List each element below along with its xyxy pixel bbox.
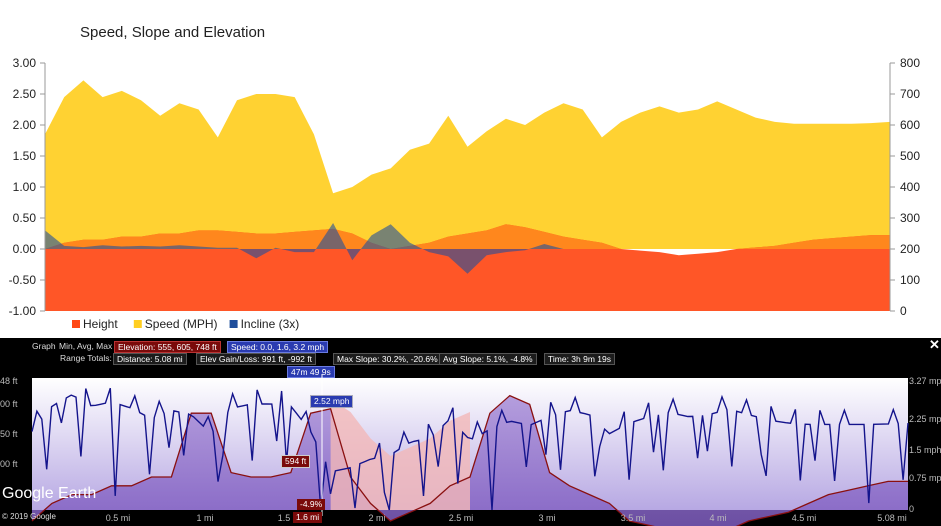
ge-right-tick: 3.27 mph xyxy=(909,376,941,386)
incline-area xyxy=(45,223,890,274)
ge-x-tick: 1 mi xyxy=(196,513,213,523)
height-speed-overlap-area xyxy=(45,224,890,249)
left-axis-tick: 0.00 xyxy=(13,242,37,256)
ge-left-tick: 50 ft xyxy=(0,429,18,439)
right-axis-tick: 300 xyxy=(900,211,920,225)
distance-box: Distance: 5.08 mi xyxy=(113,353,187,365)
close-icon[interactable]: ✕ xyxy=(929,337,940,352)
speed-area xyxy=(45,80,890,250)
ge-x-tick: 1.5 mi xyxy=(278,513,303,523)
ge-x-tick: 2.5 mi xyxy=(449,513,474,523)
right-axis-tick: 100 xyxy=(900,273,920,287)
chart-panel: Speed, Slope and Elevation 3.00 2.50 2.00 1… xyxy=(9,24,921,331)
ge-x-tick: 3.5 mi xyxy=(621,513,646,523)
cursor-elevation-tag: 594 ft xyxy=(281,455,311,468)
google-earth-logo: Google Earth xyxy=(2,485,96,502)
right-axis-tick: 700 xyxy=(900,87,920,101)
cursor-speed-tag: 2.52 mph xyxy=(310,395,354,408)
ge-x-tick: 3 mi xyxy=(538,513,555,523)
left-axis-tick: 2.00 xyxy=(13,118,37,132)
left-axis-tick: -0.50 xyxy=(9,273,37,287)
left-axis-tick: 0.50 xyxy=(13,211,37,225)
cursor-time-label: 47m 49 9s xyxy=(287,366,335,378)
legend-swatch xyxy=(229,320,238,328)
cursor-distance-tag: 1.6 mi xyxy=(293,512,323,523)
ge-x-tick: 4 mi xyxy=(709,513,726,523)
min-avg-max-label: Min, Avg, Max xyxy=(59,341,113,351)
right-axis-tick: 600 xyxy=(900,118,920,132)
elevation-stat-box[interactable]: Elevation: 555, 605, 748 ft xyxy=(114,341,221,353)
left-axis-tick: 1.50 xyxy=(13,149,37,163)
right-axis-tick: 500 xyxy=(900,149,920,163)
ge-right-tick: 1.5 mph xyxy=(909,445,941,455)
legend-label: Speed (MPH) xyxy=(145,317,218,331)
legend-label: Incline (3x) xyxy=(241,317,300,331)
ge-x-tick: 0.5 mi xyxy=(106,513,131,523)
ge-left-tick: 00 ft xyxy=(0,399,18,409)
cursor-slope-tag: -4.9% xyxy=(297,499,326,510)
speed-stat-box[interactable]: Speed: 0.0, 1.6, 3.2 mph xyxy=(227,341,329,353)
elevation-graph[interactable]: 48 ft 00 ft 50 ft 00 ft 3.27 mph 2.25 mph 1.5… xyxy=(0,338,941,526)
graph-label: Graph xyxy=(32,341,56,351)
left-axis-tick: 2.50 xyxy=(13,87,37,101)
chart-title: Speed, Slope and Elevation xyxy=(80,24,265,41)
ge-x-tick: 4.5 mi xyxy=(792,513,817,523)
elevation-line xyxy=(31,394,908,526)
chart-legend: Height Speed (MPH) Incline (3x) xyxy=(72,317,299,331)
copyright-text: © 2019 Google xyxy=(2,512,56,521)
ge-left-tick: 00 ft xyxy=(0,459,18,469)
range-totals-label: Range Totals: xyxy=(60,353,112,363)
left-axis-tick: -1.00 xyxy=(9,304,37,318)
elev-gain-box: Elev Gain/Loss: 991 ft, -992 ft xyxy=(196,353,316,365)
avg-slope-box: Avg Slope: 5.1%, -4.8% xyxy=(439,353,537,365)
elevation-fill xyxy=(32,395,908,526)
ge-x-tick: 5.08 mi xyxy=(877,513,907,523)
ge-right-tick: 2.25 mph xyxy=(909,414,941,424)
left-axis-tick: 3.00 xyxy=(13,56,37,70)
right-axis-tick: 200 xyxy=(900,242,920,256)
steep-slope-fill xyxy=(330,398,470,510)
ge-left-tick: 48 ft xyxy=(0,376,18,386)
right-axis-tick: 800 xyxy=(900,56,920,70)
ge-right-tick: 0 xyxy=(909,504,914,514)
right-axis-tick: 400 xyxy=(900,180,920,194)
speed-line xyxy=(31,387,909,511)
legend-swatch xyxy=(72,320,80,328)
ge-right-tick: 0.75 mph xyxy=(909,473,941,483)
legend-label: Height xyxy=(83,317,118,331)
time-box: Time: 3h 9m 19s xyxy=(544,353,615,365)
ge-x-tick: 2 mi xyxy=(368,513,385,523)
left-axis-tick: 1.00 xyxy=(13,180,37,194)
elevation-profile-panel[interactable]: Graph Min, Avg, Max Elevation: 555, 605,… xyxy=(0,338,941,526)
speed-slope-elevation-chart: Speed, Slope and Elevation 3.00 2.50 2.00 1… xyxy=(9,24,921,331)
legend-swatch xyxy=(133,320,142,328)
right-axis-tick: 0 xyxy=(900,304,907,318)
